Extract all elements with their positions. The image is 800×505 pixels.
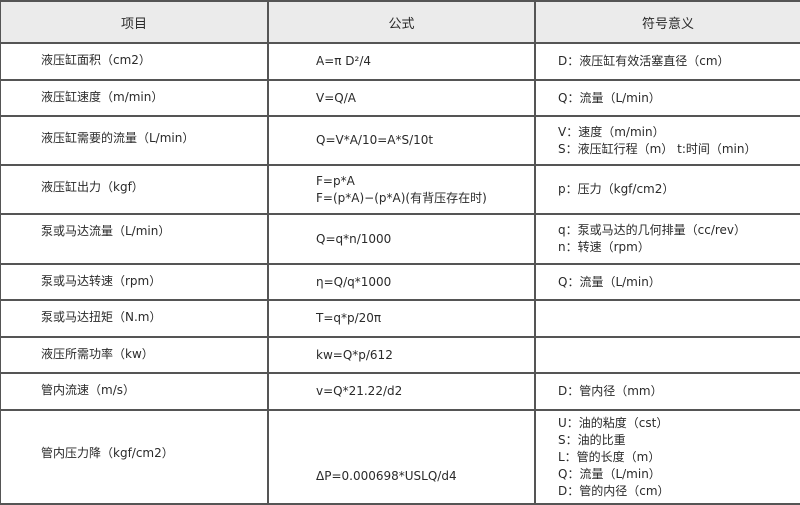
table-row: 管内流速（m/s） v=Q*21.22/d2 D：管内径（mm） [0, 372, 800, 411]
item-name: 液压缸面积（cm2） [41, 53, 151, 67]
header-meaning: 符号意义 [534, 0, 800, 44]
symbol-meaning-line: Q：流量（L/min） [558, 466, 661, 481]
formula-line: F=(p*A)−(p*A)(有背压存在时) [316, 190, 487, 205]
formula-cell: kw=Q*p/612 [267, 336, 536, 374]
formula-cell: A=π D²/4 [267, 42, 536, 81]
item-name: 液压缸出力（kgf） [41, 180, 144, 194]
table-row: 液压所需功率（kw） kw=Q*p/612 [0, 336, 800, 374]
item-name: 泵或马达扭矩（N.m） [41, 310, 162, 324]
header-row: 项目 公式 符号意义 [0, 0, 800, 44]
formula-cell: Q=q*n/1000 [267, 213, 536, 265]
symbol-meaning-line: D：液压缸有效活塞直径（cm） [558, 54, 730, 68]
meaning-cell: Q：流量（L/min） [534, 79, 800, 117]
formula-line: ΔP=0.000698*USLQ/d4 [316, 469, 457, 483]
item-cell: 液压缸速度（m/min） [0, 79, 269, 117]
formula-line: F=p*A [316, 173, 355, 188]
header-formula: 公式 [267, 0, 536, 44]
item-cell: 液压缸需要的流量（L/min） [0, 115, 269, 166]
formula-line: A=π D²/4 [316, 54, 372, 68]
formula-cell: F=p*A F=(p*A)−(p*A)(有背压存在时) [267, 164, 536, 215]
symbol-meaning-line: L：管的长度（m） [558, 449, 661, 464]
symbol-meaning-line: S：液压缸行程（m） t:时间（min） [558, 141, 757, 156]
meaning-cell [534, 336, 800, 374]
table-row: 液压缸出力（kgf） F=p*A F=(p*A)−(p*A)(有背压存在时) p：压力… [0, 164, 800, 215]
meaning-cell: D：液压缸有效活塞直径（cm） [534, 42, 800, 81]
item-cell: 泵或马达扭矩（N.m） [0, 299, 269, 338]
table-row: 泵或马达扭矩（N.m） T=q*p/20π [0, 299, 800, 338]
item-name: 液压所需功率（kw） [41, 347, 154, 361]
symbol-meaning-line: D：管的内径（cm） [558, 483, 670, 498]
item-cell: 液压缸出力（kgf） [0, 164, 269, 215]
meaning-cell: U：油的粘度（cst） S：油的比重 L：管的长度（m） Q：流量（L/min） D：管… [534, 409, 800, 505]
header-item: 项目 [0, 0, 269, 44]
table-row: 管内压力降（kgf/cm2） ΔP=0.000698*USLQ/d4 U：油的粘度（… [0, 409, 800, 505]
formula-line: Q=V*A/10=A*S/10t [316, 133, 434, 147]
meaning-cell: q：泵或马达的几何排量（cc/rev） n：转速（rpm） [534, 213, 800, 265]
item-name: 泵或马达转速（rpm） [41, 274, 162, 288]
formula-cell: ΔP=0.000698*USLQ/d4 [267, 409, 536, 505]
symbol-meaning-line: Q：流量（L/min） [558, 90, 661, 105]
symbol-meaning-line: D：管内径（mm） [558, 384, 663, 398]
meaning-cell: D：管内径（mm） [534, 372, 800, 411]
table-row: 液压缸需要的流量（L/min） Q=V*A/10=A*S/10t V：速度（m/mi… [0, 115, 800, 166]
table-row: 泵或马达流量（L/min） Q=q*n/1000 q：泵或马达的几何排量（cc/re… [0, 213, 800, 265]
symbol-meaning-line: q：泵或马达的几何排量（cc/rev） [558, 223, 747, 237]
item-name: 管内流速（m/s） [41, 383, 135, 397]
item-cell: 泵或马达转速（rpm） [0, 263, 269, 301]
meaning-cell [534, 299, 800, 338]
item-cell: 管内压力降（kgf/cm2） [0, 409, 269, 505]
table-row: 液压缸面积（cm2） A=π D²/4 D：液压缸有效活塞直径（cm） [0, 42, 800, 81]
item-cell: 泵或马达流量（L/min） [0, 213, 269, 265]
symbol-meaning-line: n：转速（rpm） [558, 240, 650, 254]
item-name: 液压缸需要的流量（L/min） [41, 131, 195, 145]
item-name: 管内压力降（kgf/cm2） [41, 446, 174, 460]
formula-cell: η=Q/q*1000 [267, 263, 536, 301]
meaning-cell: Q：流量（L/min） [534, 263, 800, 301]
meaning-cell: V：速度（m/min） S：液压缸行程（m） t:时间（min） [534, 115, 800, 166]
formula-line: T=q*p/20π [316, 311, 382, 325]
symbol-meaning-line: Q：流量（L/min） [558, 274, 661, 289]
symbol-meaning-line: U：油的粘度（cst） [558, 415, 669, 430]
formula-line: V=Q/A [316, 90, 356, 105]
item-cell: 液压缸面积（cm2） [0, 42, 269, 81]
meaning-cell: p：压力（kgf/cm2） [534, 164, 800, 215]
formula-cell: V=Q/A [267, 79, 536, 117]
symbol-meaning-line: S：油的比重 [558, 432, 626, 447]
formula-cell: v=Q*21.22/d2 [267, 372, 536, 411]
item-name: 泵或马达流量（L/min） [41, 224, 171, 238]
formula-line: η=Q/q*1000 [316, 274, 392, 289]
formula-line: v=Q*21.22/d2 [316, 384, 403, 398]
formula-cell: T=q*p/20π [267, 299, 536, 338]
table-row: 液压缸速度（m/min） V=Q/A Q：流量（L/min） [0, 79, 800, 117]
item-cell: 液压所需功率（kw） [0, 336, 269, 374]
symbol-meaning-line: p：压力（kgf/cm2） [558, 182, 675, 196]
formula-line: kw=Q*p/612 [316, 347, 393, 362]
table-row: 泵或马达转速（rpm） η=Q/q*1000 Q：流量（L/min） [0, 263, 800, 301]
item-name: 液压缸速度（m/min） [41, 90, 164, 104]
formula-line: Q=q*n/1000 [316, 231, 392, 246]
item-cell: 管内流速（m/s） [0, 372, 269, 411]
formula-cell: Q=V*A/10=A*S/10t [267, 115, 536, 166]
symbol-meaning-line: V：速度（m/min） [558, 124, 665, 139]
